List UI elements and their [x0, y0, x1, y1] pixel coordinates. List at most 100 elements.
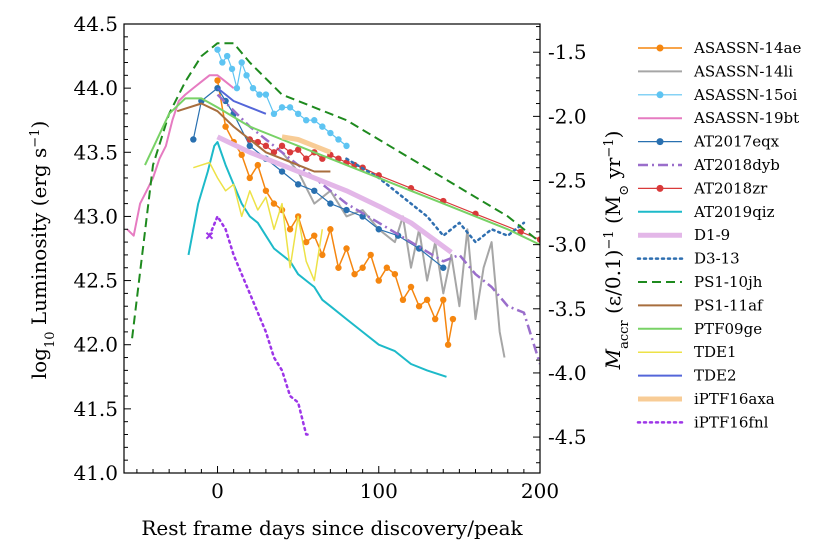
point-asassn-14ae	[286, 226, 294, 233]
point-at2018zr	[278, 142, 286, 150]
series-line-d3-13	[345, 157, 526, 244]
legend-label-asassn-15oi: ASASSN-15oi	[693, 86, 798, 104]
series-line-asassn-14li	[281, 151, 506, 358]
point-at2017eqx	[190, 136, 197, 143]
point-at2018zr	[262, 142, 270, 150]
point-asassn-15oi	[243, 72, 250, 79]
y2-tick-label: -2.5	[548, 169, 587, 193]
legend: ASASSN-14ae ASASSN-14li ASASSN-15oi ASASSN-…	[636, 39, 801, 431]
series-iptf16axa	[281, 134, 332, 155]
point-asassn-14ae	[423, 296, 431, 304]
point-asassn-14ae	[222, 123, 229, 130]
legend-label-tde2: TDE2	[694, 367, 737, 385]
legend-label-at2017eqx: AT2017eqx	[693, 133, 780, 151]
legend-label-asassn-14ae: ASASSN-14ae	[693, 39, 801, 57]
point-asassn-14ae	[375, 277, 382, 284]
point-at2018zr	[517, 228, 524, 236]
point-asassn-14ae	[335, 264, 342, 271]
legend-marker-at2018zr	[656, 184, 664, 192]
series-ps1-11af	[176, 102, 331, 173]
point-asassn-15oi	[256, 91, 263, 98]
point-at2018zr	[536, 236, 540, 243]
legend-item-asassn-19bt: ASASSN-19bt	[638, 109, 799, 127]
legend-label-at2018dyb: AT2018dyb	[693, 156, 780, 174]
legend-item-asassn-15oi: ASASSN-15oi	[638, 86, 798, 104]
point-asassn-15oi	[223, 52, 231, 60]
series-line-iptf16fnl	[208, 215, 313, 436]
legend-label-ptf09ge: PTF09ge	[694, 320, 762, 338]
legend-label-ps1-10jh: PS1-10jh	[694, 273, 763, 291]
point-at2018zr	[294, 146, 302, 153]
point-asassn-15oi	[233, 84, 241, 92]
ticks-layer: 0 100 200 41.0 41.5 42.0 42.5 43.0 43.5 44.0 44.5 -…	[73, 12, 586, 503]
point-at2017eqx	[375, 226, 382, 233]
point-asassn-14ae	[319, 251, 326, 259]
point-iptf16fnl	[205, 231, 214, 240]
point-asassn-14ae	[407, 283, 415, 291]
point-asassn-14ae	[270, 200, 278, 207]
y-tick-label: 44.5	[73, 12, 118, 36]
point-asassn-15oi	[214, 46, 221, 53]
y2-tick-label: -2.0	[548, 104, 587, 128]
x-tick-label: 0	[211, 479, 224, 503]
legend-item-d1-9: D1-9	[638, 226, 730, 244]
series-line-at2018dyb	[216, 93, 540, 365]
legend-label-d3-13: D3-13	[694, 250, 740, 268]
series-line-asassn-19bt	[126, 74, 235, 237]
series-line-tde2	[216, 87, 267, 115]
legend-item-asassn-14li: ASASSN-14li	[638, 62, 793, 80]
point-asassn-14ae	[327, 226, 334, 233]
series-line-ps1-11af	[176, 102, 331, 173]
point-asassn-14ae	[415, 303, 423, 310]
x-axis-title: Rest frame days since discovery/peak	[141, 516, 523, 540]
legend-item-ptf09ge: PTF09ge	[638, 320, 762, 338]
series-ptf09ge	[144, 97, 540, 246]
y2-tick-label: -4.0	[548, 361, 587, 385]
point-at2017eqx	[327, 200, 334, 207]
point-asassn-15oi	[219, 59, 226, 66]
series-line-iptf16axa	[281, 134, 332, 155]
legend-item-d3-13: D3-13	[636, 250, 740, 268]
point-asassn-15oi	[228, 65, 236, 73]
point-asassn-15oi	[262, 91, 270, 98]
point-asassn-15oi	[278, 104, 286, 111]
series-iptf16fnl	[205, 215, 313, 436]
point-asassn-14ae	[254, 161, 262, 169]
legend-label-at2019qiz: AT2019qiz	[693, 203, 775, 221]
point-asassn-14ae	[343, 245, 350, 252]
point-asassn-14ae	[399, 296, 407, 304]
series-ps1-10jh	[131, 42, 540, 339]
series-at2018dyb	[216, 93, 540, 365]
point-asassn-14ae	[303, 238, 310, 246]
series-asassn-15oi	[214, 46, 350, 150]
point-asassn-15oi	[303, 117, 310, 124]
legend-item-iptf16axa: iPTF16axa	[638, 390, 775, 408]
y2-tick-label: -1.5	[548, 40, 587, 64]
point-at2018zr	[303, 155, 310, 162]
y2-tick-label: -3.0	[548, 233, 587, 257]
x-tick-label: 100	[360, 479, 398, 503]
point-asassn-15oi	[286, 104, 294, 111]
series-line-d1-9	[216, 134, 453, 255]
legend-marker-asassn-15oi	[656, 91, 664, 99]
series-at2018zr	[246, 136, 540, 243]
y-axis-title: log10 Luminosity (erg s−1)	[27, 121, 58, 380]
series-at2017eqx	[190, 84, 447, 271]
legend-item-ps1-11af: PS1-11af	[638, 296, 764, 314]
plot-frame	[123, 23, 541, 474]
point-asassn-14ae	[311, 232, 318, 239]
legend-item-asassn-14ae: ASASSN-14ae	[638, 39, 801, 57]
y-tick-label: 42.0	[73, 333, 118, 357]
point-at2017eqx	[343, 206, 350, 214]
legend-label-at2018zr: AT2018zr	[693, 179, 768, 197]
point-at2017eqx	[246, 142, 253, 150]
point-asassn-14ae	[238, 151, 245, 159]
point-at2017eqx	[440, 264, 447, 271]
point-asassn-14ae	[359, 264, 366, 271]
point-asassn-14ae	[367, 251, 374, 259]
y-tick-label: 44.0	[73, 76, 118, 100]
series-line-at2019qiz	[187, 141, 447, 378]
y-tick-label: 43.0	[73, 204, 118, 228]
legend-label-asassn-14li: ASASSN-14li	[693, 62, 793, 80]
point-at2017eqx	[294, 181, 302, 188]
